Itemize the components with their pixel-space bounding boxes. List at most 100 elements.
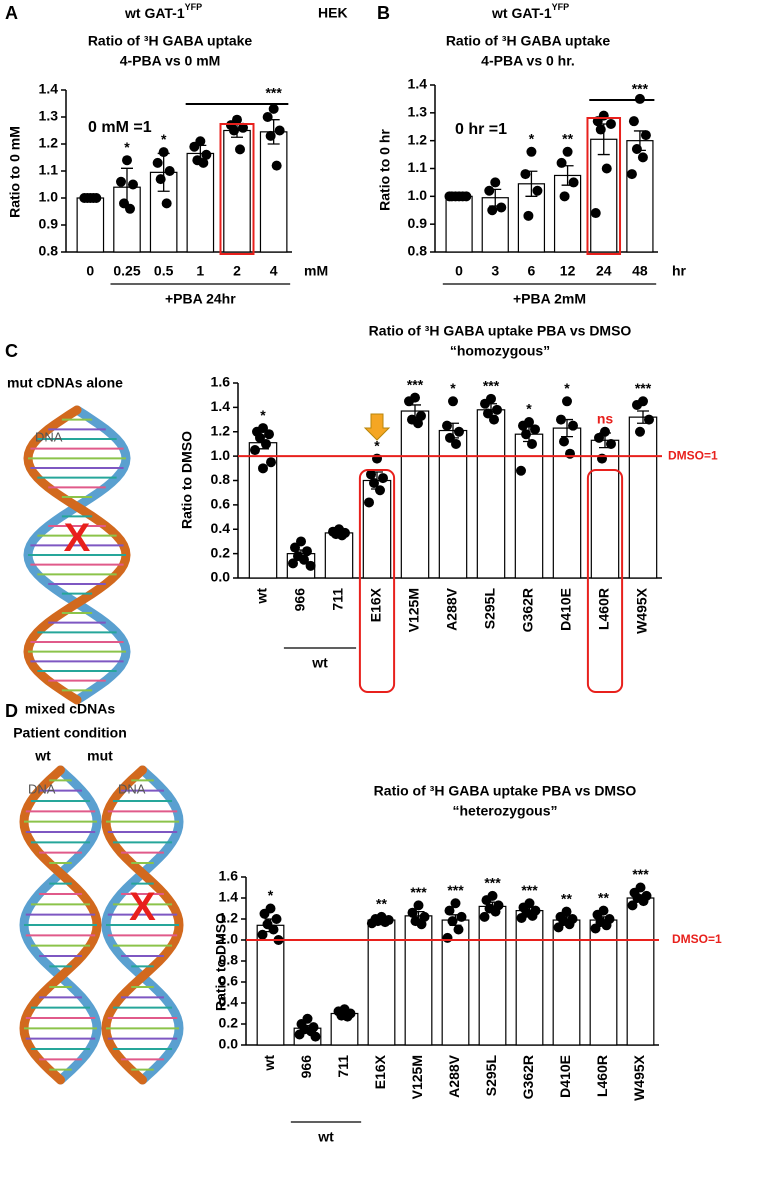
y-tick-label: 1.3 <box>408 104 428 120</box>
significance: *** <box>632 866 649 882</box>
bar <box>404 915 433 1046</box>
data-point <box>628 116 639 127</box>
data-point <box>559 191 570 202</box>
data-point <box>444 191 455 202</box>
data-point <box>450 898 461 909</box>
data-point <box>626 169 637 180</box>
data-point <box>302 546 312 557</box>
bar <box>362 479 392 579</box>
x-tick-label: E16X <box>372 1054 388 1089</box>
chart-title: “homozygous” <box>450 343 550 359</box>
bar <box>445 195 473 253</box>
x-tick-label: A288V <box>444 587 460 630</box>
highlight-box <box>586 117 622 255</box>
data-point <box>378 473 388 484</box>
bar <box>400 410 430 579</box>
y-tick-label: 0.0 <box>219 1036 239 1052</box>
y-tick-label: 1.2 <box>211 422 231 438</box>
data-point <box>445 432 455 443</box>
data-point <box>530 424 540 435</box>
data-point <box>238 122 248 133</box>
data-point <box>606 438 616 449</box>
data-point <box>229 125 239 136</box>
significance: *** <box>521 882 538 898</box>
x-tick-label: L460R <box>594 1055 610 1097</box>
highlight-box <box>358 469 396 693</box>
chart-title: 4-PBA vs 0 hr. <box>481 53 575 69</box>
data-point <box>516 465 526 476</box>
significance: * <box>564 380 570 396</box>
y-tick-label: 0.6 <box>219 973 239 989</box>
significance: * <box>124 139 130 155</box>
data-point <box>590 923 601 934</box>
y-tick-label: 0.8 <box>219 952 239 968</box>
highlight-box <box>219 123 255 255</box>
data-point <box>258 463 268 474</box>
x-tick-label: W495X <box>631 1054 647 1101</box>
data-point <box>451 438 461 449</box>
data-point <box>562 396 572 407</box>
x-tick-label: 12 <box>560 263 576 279</box>
panel-letter: B <box>377 3 390 23</box>
data-point <box>523 210 534 221</box>
chart-title: Ratio of ³H GABA uptake PBA vs DMSO <box>369 323 632 339</box>
data-point <box>442 420 452 431</box>
sig-bar-label: *** <box>632 81 649 97</box>
x-unit: mM <box>304 263 328 279</box>
data-point <box>404 396 414 407</box>
significance: ** <box>561 890 572 906</box>
data-point <box>597 453 607 464</box>
group-label: +PBA 2mM <box>513 291 586 307</box>
data-point <box>564 919 575 930</box>
data-point <box>638 896 649 907</box>
data-point <box>158 147 169 158</box>
bar <box>476 409 506 579</box>
data-point <box>201 149 212 160</box>
data-point <box>407 907 418 918</box>
data-point <box>490 906 501 917</box>
data-point <box>556 414 566 425</box>
significance: ** <box>376 896 387 912</box>
bar <box>515 909 544 1046</box>
data-point <box>444 905 455 916</box>
y-tick-label: 1.2 <box>408 131 428 147</box>
y-tick-label: 0.9 <box>408 215 428 231</box>
x-tick-label: D410E <box>558 588 574 631</box>
chart-title: “heterozygous” <box>452 803 557 819</box>
significance: * <box>161 131 167 147</box>
data-point <box>601 920 612 931</box>
significance: * <box>268 887 274 903</box>
bar <box>590 138 618 253</box>
data-point <box>88 193 99 203</box>
bar <box>186 152 215 253</box>
y-tick-label: 1.6 <box>211 374 231 390</box>
bar <box>553 174 582 253</box>
y-tick-label: 1.1 <box>39 162 59 178</box>
x-tick-label: V125M <box>406 588 422 632</box>
bar <box>76 197 105 253</box>
data-point <box>632 399 642 410</box>
y-tick-label: 1.6 <box>219 868 239 884</box>
significance: * <box>529 131 535 147</box>
data-point <box>265 130 276 141</box>
data-point <box>122 155 132 166</box>
x-tick-label: wt <box>254 588 270 605</box>
x-tick-label: 711 <box>335 1055 351 1078</box>
significance: * <box>450 380 456 396</box>
data-point <box>152 157 163 168</box>
data-point <box>479 911 490 922</box>
y-tick-label: 1.3 <box>39 108 59 124</box>
data-point <box>299 554 309 565</box>
bar <box>259 131 288 253</box>
header-sup: YFP <box>552 2 570 12</box>
data-point <box>518 420 528 431</box>
data-point <box>235 144 245 155</box>
chart-title: Ratio of ³H GABA uptake <box>88 33 253 49</box>
group-label: +PBA 24hr <box>165 291 236 307</box>
x-tick-label: 4 <box>270 263 278 279</box>
significance: * <box>260 407 266 423</box>
significance: *** <box>407 376 424 392</box>
data-point <box>627 900 638 911</box>
data-point <box>483 408 493 419</box>
group-label: wt <box>311 655 328 671</box>
